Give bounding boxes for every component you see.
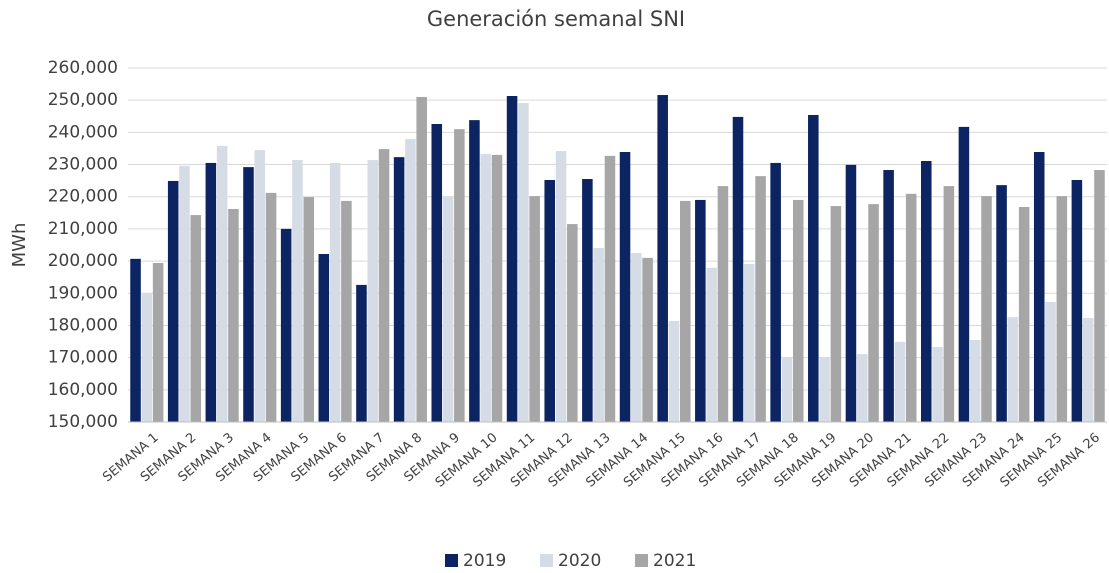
bar	[431, 123, 443, 422]
bar	[141, 293, 153, 422]
bar	[405, 139, 416, 422]
bar	[280, 228, 292, 422]
bar	[1007, 317, 1019, 422]
bar	[830, 206, 842, 422]
bar	[856, 354, 868, 422]
y-tick-label: 150,000	[48, 412, 118, 432]
bar	[555, 151, 567, 422]
bar	[529, 196, 540, 422]
y-tick-label: 260,000	[48, 58, 118, 78]
y-tick-label: 240,000	[48, 122, 118, 142]
bar	[894, 341, 906, 422]
bar	[318, 254, 330, 422]
bar	[920, 161, 932, 423]
bar	[717, 186, 729, 422]
bar	[265, 192, 277, 422]
bar	[1082, 318, 1094, 422]
y-tick-label: 200,000	[48, 251, 118, 271]
bar	[744, 263, 755, 422]
bar	[808, 114, 819, 423]
y-tick-label: 210,000	[48, 219, 118, 239]
bar	[905, 193, 917, 422]
legend-label: 2021	[653, 551, 696, 571]
bar	[792, 199, 804, 422]
bar	[996, 185, 1007, 422]
bar	[619, 151, 631, 422]
bar	[819, 356, 830, 422]
bar	[179, 165, 190, 422]
bar	[593, 247, 604, 422]
bar	[642, 257, 653, 422]
bar	[506, 95, 518, 423]
bar	[292, 160, 303, 423]
y-tick-label: 230,000	[48, 155, 118, 175]
legend-swatch	[540, 554, 553, 567]
bar	[631, 253, 642, 422]
y-tick-label: 180,000	[48, 315, 118, 335]
bar	[303, 197, 315, 422]
y-tick-label: 250,000	[48, 90, 118, 110]
bar	[943, 186, 955, 422]
bar	[329, 162, 341, 422]
bar	[491, 154, 503, 422]
bar	[416, 96, 427, 423]
bar	[393, 157, 405, 423]
bar	[582, 179, 593, 422]
bar	[152, 263, 164, 422]
bar	[770, 162, 781, 422]
legend-swatch	[445, 554, 458, 567]
bar	[1056, 196, 1068, 422]
bar	[480, 153, 491, 422]
bar	[1071, 179, 1083, 422]
bar	[167, 180, 179, 422]
bar	[781, 356, 793, 422]
bar	[243, 167, 254, 422]
bar	[755, 176, 766, 422]
bar	[680, 200, 691, 422]
bar	[205, 162, 217, 422]
bar	[668, 320, 680, 422]
bar	[442, 196, 454, 422]
bar	[341, 200, 352, 422]
bar	[958, 126, 970, 422]
bar	[1045, 301, 1056, 422]
bar	[356, 284, 367, 422]
y-tick-label: 170,000	[48, 348, 118, 368]
bar	[883, 170, 894, 422]
bar	[254, 150, 266, 422]
bar	[657, 95, 668, 423]
bar	[1033, 151, 1045, 422]
bar	[454, 129, 465, 423]
bar	[604, 155, 616, 422]
bar	[706, 267, 717, 422]
y-tick-label: 220,000	[48, 187, 118, 207]
bar	[1094, 170, 1105, 422]
bar	[695, 199, 706, 422]
legend-label: 2019	[463, 551, 506, 571]
y-tick-label: 190,000	[48, 283, 118, 303]
chart-title: Generación semanal SNI	[427, 7, 685, 31]
bar	[228, 208, 239, 422]
bar	[932, 347, 943, 422]
bar	[130, 258, 141, 422]
bar	[367, 160, 379, 423]
bar	[378, 149, 390, 422]
bar	[518, 103, 529, 422]
bar	[969, 339, 981, 422]
bar	[469, 120, 480, 422]
bar	[845, 164, 857, 422]
bar	[190, 215, 202, 422]
bar	[544, 179, 555, 422]
legend-swatch	[635, 554, 648, 567]
bar	[216, 145, 228, 422]
bar	[868, 204, 879, 422]
bar	[981, 196, 992, 422]
bar	[732, 116, 744, 422]
bar	[1018, 207, 1030, 422]
legend-label: 2020	[558, 551, 601, 571]
y-tick-label: 160,000	[48, 380, 118, 400]
y-axis-label: MWh	[9, 223, 30, 268]
bar	[567, 224, 578, 422]
